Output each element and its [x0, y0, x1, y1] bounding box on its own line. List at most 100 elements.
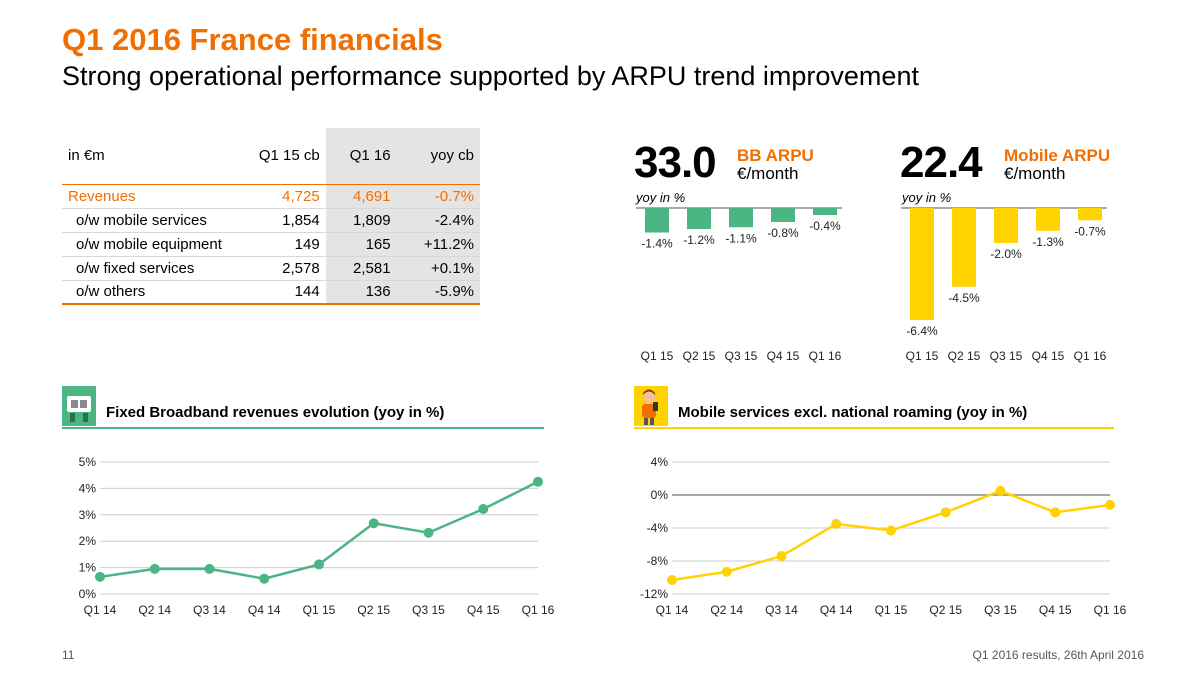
x-tick-label: Q1 16 [1094, 603, 1127, 617]
bar [1078, 208, 1102, 221]
table-cell: 149 [294, 235, 320, 253]
data-point [95, 571, 105, 582]
bar-value-label: -0.7% [1074, 224, 1106, 238]
x-tick-label: Q1 16 [1074, 349, 1107, 363]
mobile-arpu-note: yoy in % [902, 190, 952, 205]
bar [952, 208, 976, 287]
fixed-broadband-line-chart: 0% 1% 2% 3% 4% 5% Q1 14 Q2 14 Q3 14 Q4 14 Q1 15 Q2 … [79, 455, 555, 617]
table-cell: 2,581 [325, 256, 397, 280]
data-point [886, 525, 896, 536]
bar [687, 208, 711, 229]
row-label: o/w fixed services [76, 259, 195, 277]
row-label: Revenues [68, 187, 136, 205]
data-point [478, 503, 489, 514]
table-row: o/w mobile services 1,854 1,809 -2.4% [62, 208, 480, 232]
data-point [423, 527, 434, 538]
table-cell: 165 [325, 232, 397, 256]
x-tick-label: Q4 15 [767, 349, 800, 363]
mobile-arpu-bar-chart: -6.4% Q1 15 -4.5% Q2 15 -2.0% Q3 15 -1.3% Q4 15… [901, 207, 1107, 363]
bb-arpu-name: BB ARPU [737, 146, 814, 165]
table-row: o/w fixed services 2,578 2,581 +0.1% [62, 256, 480, 280]
x-tick-label: Q4 15 [1032, 349, 1065, 363]
bar-value-label: -2.0% [990, 247, 1022, 261]
table-header-cell: in €m [68, 147, 105, 165]
data-point [940, 507, 951, 518]
page-number: 11 [62, 648, 75, 662]
bar-value-label: -0.4% [809, 219, 841, 233]
data-point [533, 476, 543, 487]
x-tick-label: Q1 15 [906, 349, 939, 363]
data-point [721, 566, 732, 577]
x-tick-label: Q2 15 [948, 349, 981, 363]
x-tick-label: Q1 15 [303, 603, 336, 617]
x-tick-label: Q2 14 [710, 603, 743, 617]
table-header-cell: Q1 16 [325, 128, 397, 184]
x-tick-label: Q2 15 [683, 349, 716, 363]
data-point [368, 518, 379, 529]
table-cell: +11.2% [396, 232, 480, 256]
x-tick-label: Q1 15 [875, 603, 908, 617]
bar-value-label: -1.1% [725, 231, 757, 245]
x-tick-label: Q1 14 [656, 603, 689, 617]
x-tick-label: Q3 14 [765, 603, 798, 617]
x-tick-label: Q4 14 [248, 603, 281, 617]
x-tick-label: Q2 14 [138, 603, 171, 617]
table-header-cell: Q1 15 cb [258, 147, 320, 165]
table-cell: 4,725 [282, 187, 320, 205]
x-tick-label: Q4 14 [820, 603, 853, 617]
x-tick-label: Q2 15 [929, 603, 962, 617]
table-cell: -0.7% [396, 184, 480, 208]
y-tick-label: 4% [79, 481, 97, 495]
table-cell: 144 [294, 283, 320, 301]
x-tick-label: Q4 15 [467, 603, 500, 617]
y-tick-label: 3% [79, 508, 97, 522]
table-cell: 1,809 [325, 208, 397, 232]
table-row: Revenues 4,725 4,691 -0.7% [62, 184, 480, 208]
mobile-arpu-name: Mobile ARPU [1004, 146, 1111, 165]
mobile-arpu-unit: €/month [1004, 164, 1066, 183]
x-tick-label: Q1 14 [84, 603, 117, 617]
bar [1036, 208, 1060, 231]
page-title: Q1 2016 France financials [62, 22, 443, 57]
x-tick-label: Q4 15 [1039, 603, 1072, 617]
table-cell: 2,578 [282, 259, 320, 277]
y-tick-label: 5% [79, 455, 97, 469]
bar-value-label: -4.5% [948, 291, 980, 305]
data-point [1105, 499, 1115, 510]
y-tick-label: -12% [640, 587, 668, 601]
page-subtitle: Strong operational performance supported… [62, 61, 919, 91]
table-row: o/w others 144 136 -5.9% [62, 280, 480, 304]
mobile-section-divider [634, 427, 1114, 429]
bar [729, 208, 753, 228]
data-point [831, 518, 842, 529]
data-point [259, 573, 270, 584]
data-point [776, 551, 787, 562]
table-header-row: in €m Q1 15 cb Q1 16 yoy cb [62, 128, 480, 184]
bb-arpu-note: yoy in % [636, 190, 686, 205]
row-label: o/w mobile equipment [76, 235, 222, 253]
table-cell: 1,854 [282, 211, 320, 229]
mobile-arpu-value: 22.4 [900, 138, 983, 187]
y-tick-label: 4% [651, 455, 669, 469]
bar [645, 208, 669, 233]
table-cell: 4,691 [325, 184, 397, 208]
x-tick-label: Q1 16 [522, 603, 555, 617]
y-tick-label: 0% [79, 587, 97, 601]
fixed-broadband-title: Fixed Broadband revenues evolution (yoy … [106, 404, 445, 421]
table-cell: -2.4% [396, 208, 480, 232]
data-point [314, 559, 324, 570]
table-cell: +0.1% [396, 256, 480, 280]
data-point [149, 563, 160, 574]
y-tick-label: 0% [651, 488, 669, 502]
table-cell: -5.9% [396, 280, 480, 304]
bb-arpu-bar-chart: -1.4% Q1 15 -1.2% Q2 15 -1.1% Q3 15 -0.8% Q4 15… [636, 207, 842, 363]
bar [994, 208, 1018, 243]
x-tick-label: Q3 15 [990, 349, 1023, 363]
data-point [1050, 507, 1061, 518]
x-tick-label: Q1 16 [809, 349, 842, 363]
bar [910, 208, 934, 320]
y-tick-label: 2% [79, 534, 97, 548]
row-label: o/w others [76, 283, 146, 301]
x-tick-label: Q3 15 [412, 603, 445, 617]
bb-arpu-value: 33.0 [634, 138, 717, 187]
